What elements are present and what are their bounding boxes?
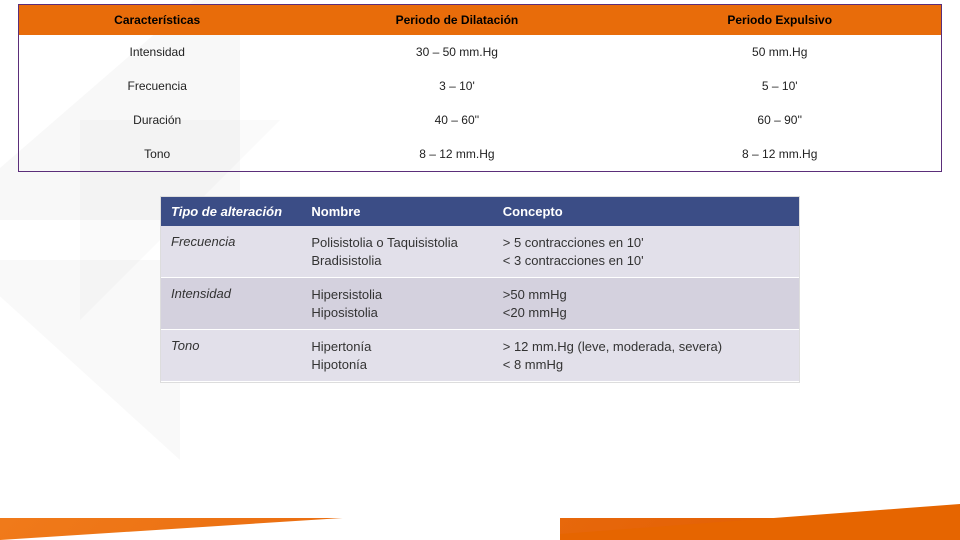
concepts-cell: > 5 contracciones en 10' < 3 contraccion… — [493, 226, 799, 278]
name-line: Polisistolia o Taquisistolia — [311, 234, 482, 252]
col-header-nombre: Nombre — [301, 197, 492, 226]
cell-value: 30 – 50 mm.Hg — [295, 35, 618, 69]
row-label: Intensidad — [19, 35, 296, 69]
concept-line: > 5 contracciones en 10' — [503, 234, 789, 252]
names-cell: Polisistolia o Taquisistolia Bradisistol… — [301, 226, 492, 278]
names-cell: Hipertonía Hipotonía — [301, 330, 492, 382]
cell-value: 60 – 90'' — [618, 103, 941, 137]
cell-value: 3 – 10' — [295, 69, 618, 103]
name-line: Hiposistolia — [311, 304, 482, 322]
alterations-table: Tipo de alteración Nombre Concepto Frecu… — [161, 197, 799, 382]
table-header-row: Tipo de alteración Nombre Concepto — [161, 197, 799, 226]
cell-value: 5 – 10' — [618, 69, 941, 103]
table-row: Frecuencia 3 – 10' 5 – 10' — [19, 69, 942, 103]
cell-value: 8 – 12 mm.Hg — [295, 137, 618, 172]
table-row: Tono Hipertonía Hipotonía > 12 mm.Hg (le… — [161, 330, 799, 382]
col-header-dilatacion: Periodo de Dilatación — [295, 5, 618, 36]
table-row: Duración 40 – 60'' 60 – 90'' — [19, 103, 942, 137]
concepts-cell: >50 mmHg <20 mmHg — [493, 278, 799, 330]
col-header-expulsivo: Periodo Expulsivo — [618, 5, 941, 36]
alterations-table-wrap: Tipo de alteración Nombre Concepto Frecu… — [160, 196, 800, 383]
footer-white-wedge — [0, 504, 560, 540]
characteristics-table: Características Periodo de Dilatación Pe… — [18, 4, 942, 172]
category-cell: Tono — [161, 330, 301, 382]
row-label: Tono — [19, 137, 296, 172]
table-header-row: Características Periodo de Dilatación Pe… — [19, 5, 942, 36]
col-header-characteristics: Características — [19, 5, 296, 36]
table-row: Intensidad 30 – 50 mm.Hg 50 mm.Hg — [19, 35, 942, 69]
row-label: Frecuencia — [19, 69, 296, 103]
concepts-cell: > 12 mm.Hg (leve, moderada, severa) < 8 … — [493, 330, 799, 382]
table-row: Intensidad Hipersistolia Hiposistolia >5… — [161, 278, 799, 330]
concept-line: > 12 mm.Hg (leve, moderada, severa) — [503, 338, 789, 356]
col-header-tipo: Tipo de alteración — [161, 197, 301, 226]
name-line: Bradisistolia — [311, 252, 482, 270]
category-cell: Frecuencia — [161, 226, 301, 278]
table-row: Frecuencia Polisistolia o Taquisistolia … — [161, 226, 799, 278]
name-line: Hipersistolia — [311, 286, 482, 304]
name-line: Hipertonía — [311, 338, 482, 356]
cell-value: 8 – 12 mm.Hg — [618, 137, 941, 172]
col-header-concepto: Concepto — [493, 197, 799, 226]
category-cell: Intensidad — [161, 278, 301, 330]
cell-value: 40 – 60'' — [295, 103, 618, 137]
footer-stripe — [0, 504, 960, 540]
row-label: Duración — [19, 103, 296, 137]
concept-line: < 3 contracciones en 10' — [503, 252, 789, 270]
name-line: Hipotonía — [311, 356, 482, 374]
table-row: Tono 8 – 12 mm.Hg 8 – 12 mm.Hg — [19, 137, 942, 172]
concept-line: < 8 mmHg — [503, 356, 789, 374]
cell-value: 50 mm.Hg — [618, 35, 941, 69]
names-cell: Hipersistolia Hiposistolia — [301, 278, 492, 330]
concept-line: <20 mmHg — [503, 304, 789, 322]
concept-line: >50 mmHg — [503, 286, 789, 304]
